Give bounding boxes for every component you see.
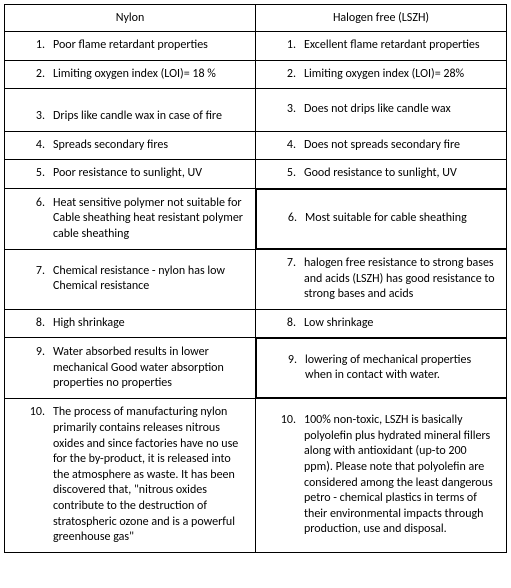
cell-r-6: 6.Most suitable for cable sheathing (256, 189, 507, 249)
row-text: halogen free resistance to strong bases … (304, 256, 498, 303)
row-num: 4. (264, 138, 304, 152)
row-num: 1. (264, 38, 304, 52)
row-num: 4. (13, 138, 53, 152)
row-text: Poor resistance to sunlight, UV (53, 166, 247, 182)
cell-l-1: 1.Poor flame retardant properties (5, 32, 256, 61)
cell-r-1: 1.Excellent flame retardant properties (256, 32, 507, 61)
row-num: 5. (13, 166, 53, 180)
row-text: Spreads secondary fires (53, 138, 247, 154)
row-num: 6. (13, 196, 53, 210)
row-text: Poor flame retardant properties (53, 38, 247, 54)
row-text: High shrinkage (53, 316, 247, 332)
row-num: 3. (264, 102, 304, 116)
cell-r-7: 7.halogen free resistance to strong base… (256, 249, 507, 309)
comparison-table: Nylon Halogen free (LSZH) 1.Poor flame r… (4, 4, 507, 553)
row-text: The process of manufacturing nylon prima… (53, 405, 247, 545)
cell-r-2: 2.Limiting oxygen index (LOI)= 28% (256, 60, 507, 89)
row-text: 100% non-toxic, LSZH is basically polyol… (304, 413, 498, 538)
row-num: 8. (264, 316, 304, 330)
row-text: Drips like candle wax in case of fire (53, 109, 247, 125)
row-num: 2. (13, 67, 53, 81)
cell-l-5: 5.Poor resistance to sunlight, UV (5, 160, 256, 189)
row-num: 1. (13, 38, 53, 52)
cell-r-10: 10.100% non-toxic, LSZH is basically pol… (256, 399, 507, 552)
row-text: Heat sensitive polymer not suitable for … (53, 196, 247, 243)
row-num: 10. (264, 413, 304, 427)
row-num: 3. (13, 109, 53, 123)
row-text: Does not spreads secondary fire (304, 138, 498, 154)
row-text: Does not drips like candle wax (304, 102, 498, 118)
cell-l-7: 7.Chemical resistance - nylon has low Ch… (5, 249, 256, 309)
header-lszh: Halogen free (LSZH) (256, 5, 507, 32)
cell-l-10: 10.The process of manufacturing nylon pr… (5, 399, 256, 552)
row-num: 6. (265, 211, 305, 225)
cell-r-9: 9.lowering of mechanical properties when… (256, 338, 507, 398)
cell-l-3: 3.Drips like candle wax in case of fire (5, 89, 256, 132)
cell-l-8: 8.High shrinkage (5, 309, 256, 338)
row-num: 10. (13, 405, 53, 419)
row-text: Limiting oxygen index (LOI)= 18 % (53, 67, 247, 83)
row-num: 7. (264, 256, 304, 270)
row-num: 2. (264, 67, 304, 81)
row-text: Good resistance to sunlight, UV (304, 166, 498, 182)
cell-l-6: 6.Heat sensitive polymer not suitable fo… (5, 188, 256, 249)
row-num: 8. (13, 316, 53, 330)
cell-l-9: 9.Water absorbed results in lower mechan… (5, 338, 256, 399)
row-text: Limiting oxygen index (LOI)= 28% (304, 67, 498, 83)
cell-r-4: 4.Does not spreads secondary fire (256, 131, 507, 160)
row-text: Low shrinkage (304, 316, 498, 332)
row-text: lowering of mechanical properties when i… (305, 353, 498, 384)
row-text: Chemical resistance - nylon has low Chem… (53, 264, 247, 295)
row-text: Water absorbed results in lower mechanic… (53, 345, 247, 392)
cell-r-3: 3.Does not drips like candle wax (256, 89, 507, 132)
header-nylon: Nylon (5, 5, 256, 32)
cell-l-4: 4.Spreads secondary fires (5, 131, 256, 160)
cell-r-5: 5.Good resistance to sunlight, UV (256, 160, 507, 189)
row-num: 9. (265, 353, 305, 367)
row-num: 5. (264, 166, 304, 180)
row-num: 7. (13, 264, 53, 278)
row-text: Most suitable for cable sheathing (305, 211, 498, 227)
cell-l-2: 2.Limiting oxygen index (LOI)= 18 % (5, 60, 256, 89)
row-text: Excellent flame retardant properties (304, 38, 498, 54)
row-num: 9. (13, 345, 53, 359)
cell-r-8: 8.Low shrinkage (256, 309, 507, 338)
